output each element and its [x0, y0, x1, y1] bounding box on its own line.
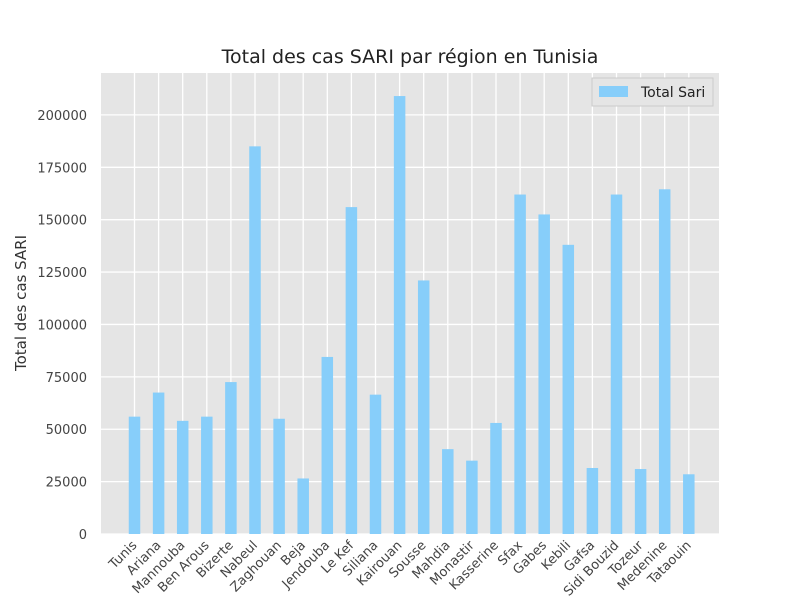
- y-tick-label: 0: [79, 528, 87, 543]
- bar-beja: [297, 478, 309, 534]
- bar-le-kef: [345, 207, 358, 535]
- chart-title: Total des cas SARI par région en Tunisia: [221, 46, 599, 68]
- bar-kebili: [562, 244, 575, 534]
- bar-sousse: [417, 280, 430, 534]
- bar-mannouba: [176, 420, 189, 534]
- y-axis-label: Total des cas SARI: [12, 235, 30, 372]
- bar-tozeur: [634, 469, 647, 534]
- legend-swatch: [599, 86, 628, 97]
- y-tick-label: 75000: [46, 371, 87, 386]
- y-tick-label: 100000: [37, 318, 87, 333]
- bar-nabeul: [249, 146, 261, 534]
- bar-gafsa: [586, 467, 599, 534]
- y-tick-label: 175000: [37, 161, 87, 176]
- bar-mahdia: [442, 449, 454, 534]
- y-tick-label: 50000: [46, 423, 87, 438]
- bar-tataouin: [683, 474, 695, 534]
- legend: Total Sari: [591, 77, 714, 107]
- bar-sfax: [514, 194, 526, 534]
- y-tick-label: 25000: [46, 476, 87, 491]
- bar-sidi-bouzid: [610, 194, 623, 534]
- bar-kasserine: [490, 422, 502, 534]
- bar-jendouba: [321, 356, 334, 534]
- bar-kairouan: [393, 96, 406, 535]
- legend-label: Total Sari: [640, 85, 705, 101]
- bar-tunis: [128, 416, 141, 534]
- bar-ben-arous: [201, 416, 213, 534]
- y-tick-label: 150000: [37, 214, 87, 229]
- y-tick-label: 125000: [37, 266, 87, 281]
- bars: [128, 96, 695, 535]
- bar-monastir: [466, 460, 478, 534]
- bar-zaghouan: [273, 418, 285, 534]
- plot-area: [101, 73, 719, 534]
- bar-bizerte: [225, 382, 237, 534]
- bar-gabes: [538, 214, 550, 534]
- bar-siliana: [369, 394, 382, 534]
- bar-medenine: [658, 189, 671, 534]
- y-tick-label: 200000: [37, 109, 87, 124]
- y-tick-labels: 0 25000 50000 75000 100000 125000 150000 175000…: [37, 109, 87, 543]
- bar-ariana: [152, 392, 165, 534]
